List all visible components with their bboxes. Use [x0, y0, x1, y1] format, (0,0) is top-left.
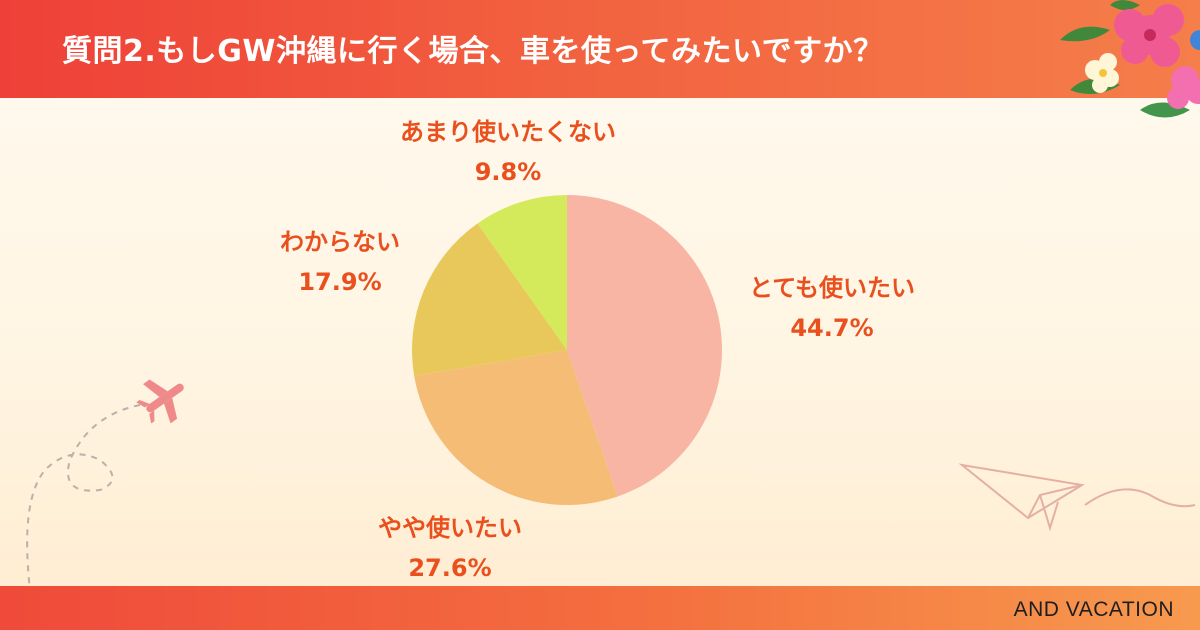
slice-label-amari: あまり使いたくない 9.8% — [358, 112, 658, 192]
airplane-icon — [26, 379, 184, 590]
paper-airplane-icon — [958, 463, 1196, 532]
slice-label-text: あまり使いたくない — [400, 118, 616, 146]
pie-slice — [477, 195, 567, 350]
footer-bar — [0, 586, 1200, 630]
slice-label-value: 9.8% — [474, 158, 542, 186]
brand-name: AND VACATION — [1013, 598, 1174, 621]
slice-label-text: やや使いたい — [378, 514, 522, 542]
slice-label-value: 27.6% — [408, 554, 492, 582]
slice-label-totemo: とても使いたい 44.7% — [682, 268, 982, 348]
slice-label-value: 44.7% — [790, 314, 874, 342]
page-title: 質問2.もしGW沖縄に行く場合、車を使ってみたいですか？ — [62, 34, 884, 69]
hibiscus-flower-icon — [1060, 0, 1200, 118]
pie-slice — [567, 195, 722, 497]
pie-slice — [412, 223, 567, 377]
slice-label-text: わからない — [280, 228, 400, 256]
slice-label-value: 17.9% — [298, 268, 382, 296]
slice-label-text: とても使いたい — [748, 274, 916, 302]
slice-label-yaya: やや使いたい 27.6% — [300, 508, 600, 588]
slice-label-wakaranai: わからない 17.9% — [190, 222, 490, 302]
pie-slice — [414, 350, 618, 505]
header-bar — [0, 0, 1200, 98]
